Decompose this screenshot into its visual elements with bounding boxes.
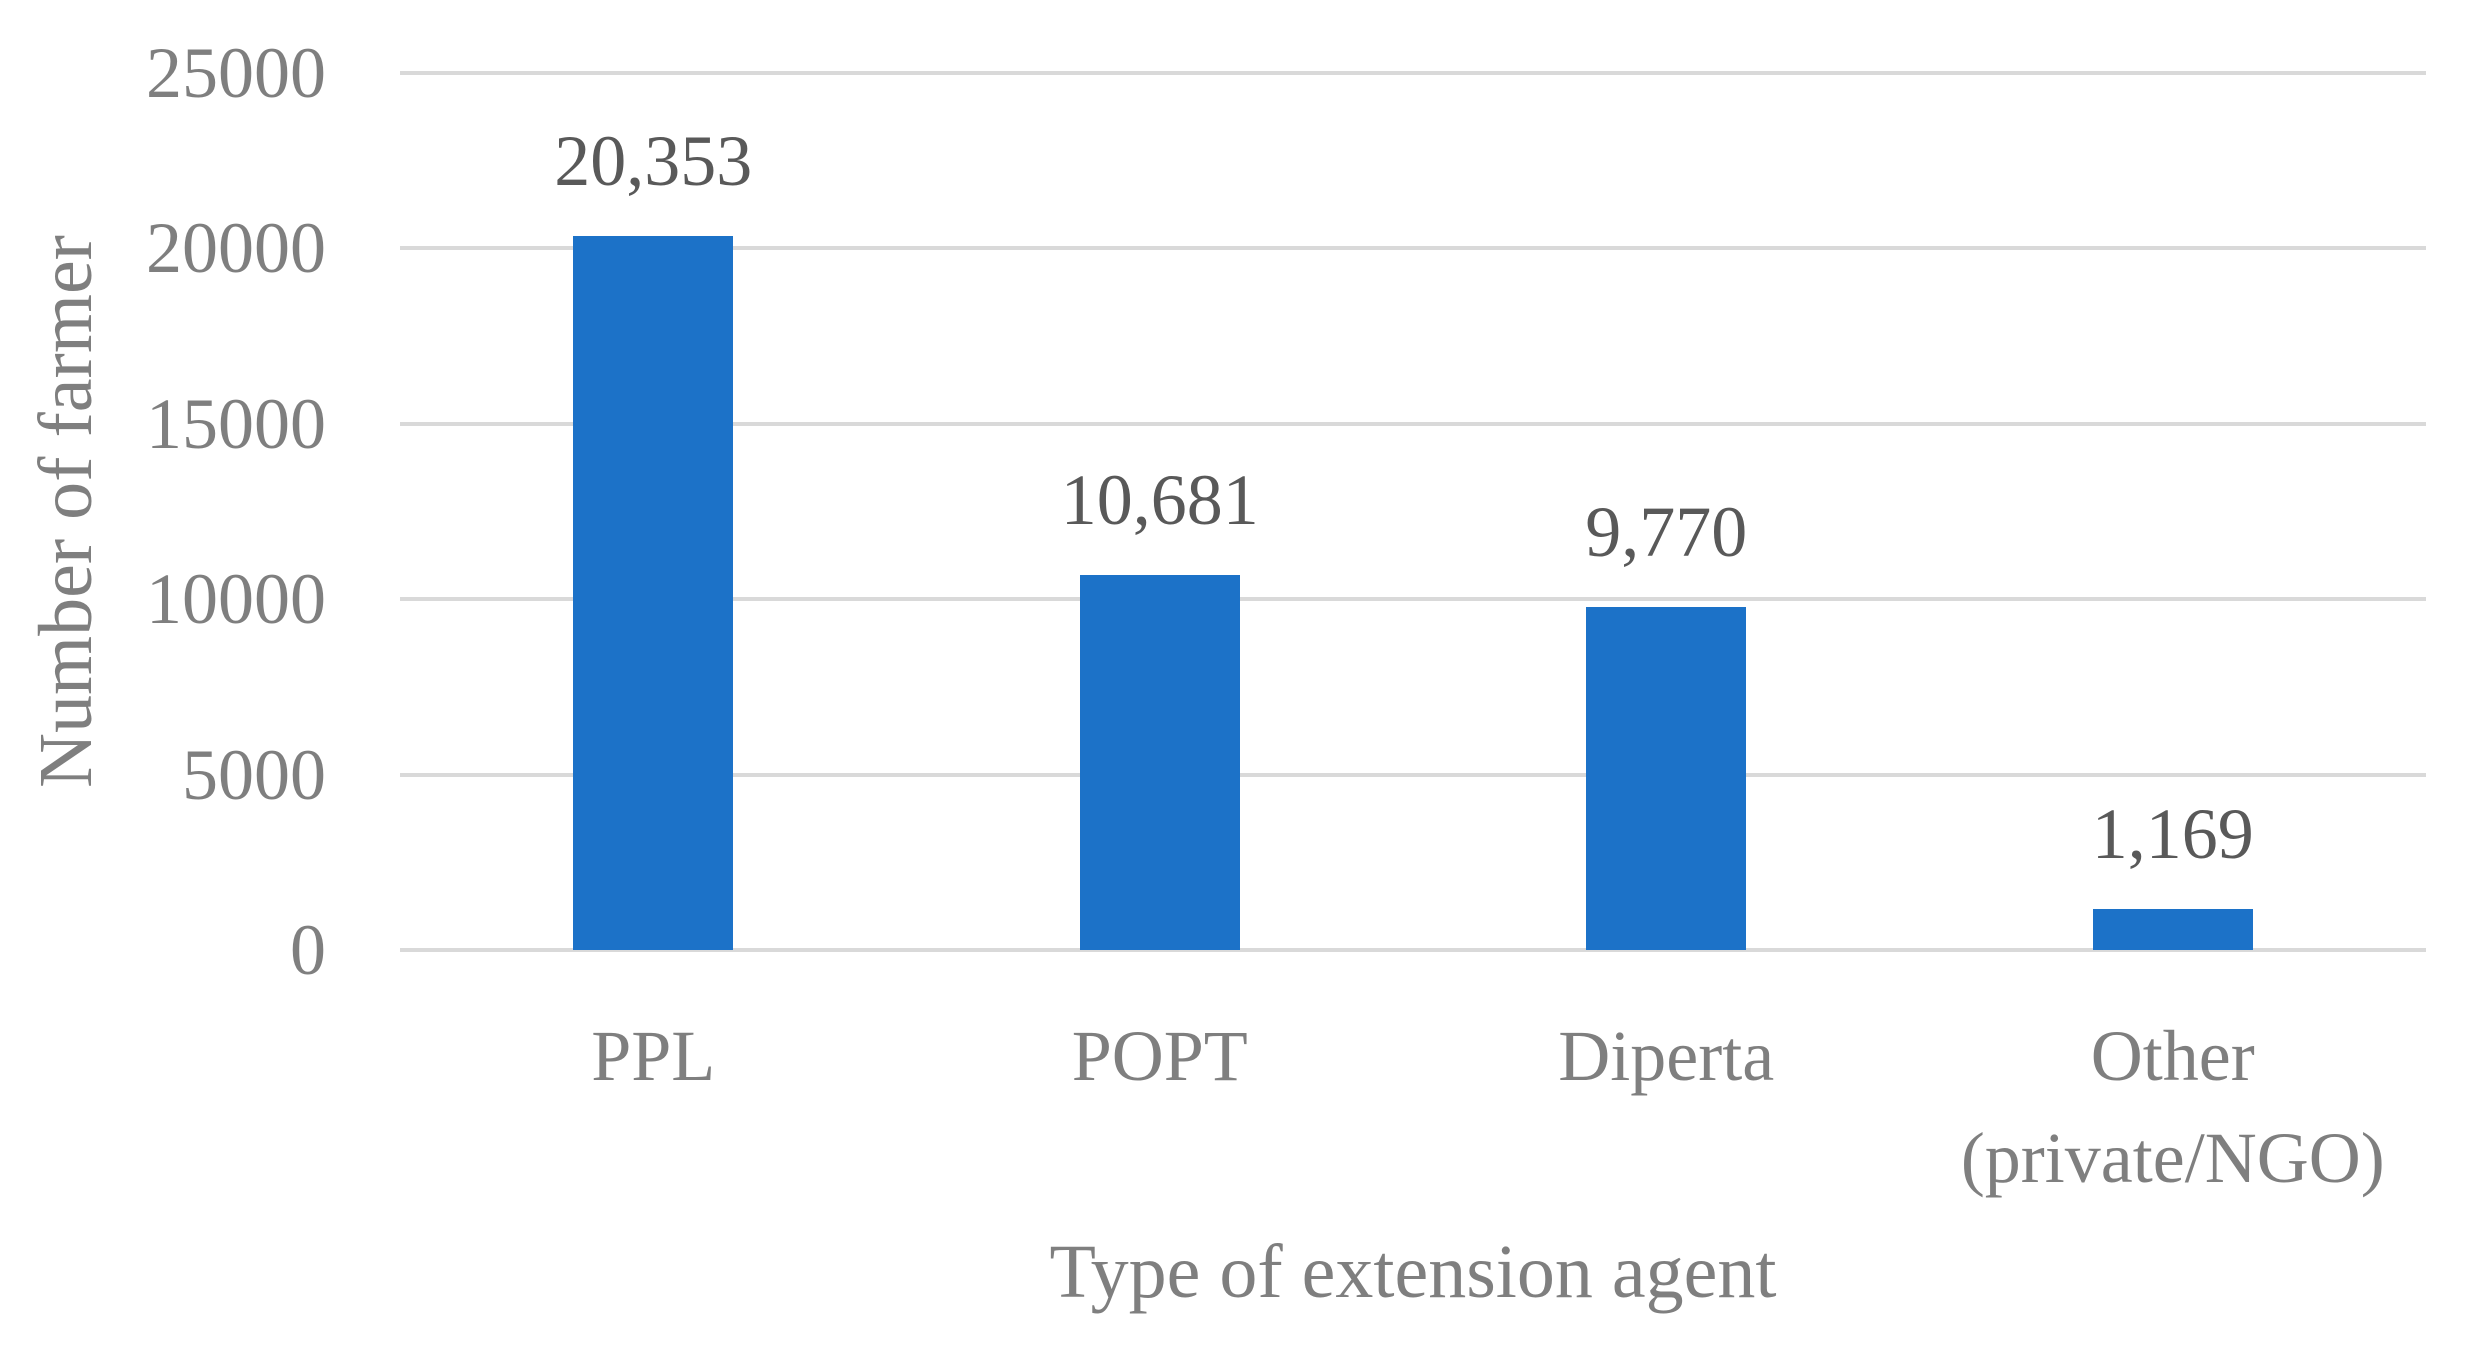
y-axis-tick-labels: 0 5000 10000 15000 20000 25000 xyxy=(0,37,326,986)
y-tick-label: 10000 xyxy=(146,559,326,640)
gridline xyxy=(400,246,2426,251)
gridline xyxy=(400,71,2426,75)
bar-value-label: 9,770 xyxy=(1585,492,1748,573)
gridline xyxy=(400,772,2426,777)
y-tick-label: 15000 xyxy=(146,383,326,464)
y-tick-label: 0 xyxy=(290,910,326,990)
y-tick-label: 5000 xyxy=(182,734,326,815)
gridline xyxy=(400,421,2426,426)
bar-value-label: 10,681 xyxy=(1060,460,1259,541)
plot-area: 20,353 10,681 9,770 1,169 xyxy=(400,71,2426,952)
x-category-label: POPT xyxy=(1071,1016,1248,1096)
bar-other xyxy=(2092,909,2253,950)
bar-diperta xyxy=(1586,607,1747,950)
bar-ppl xyxy=(573,236,734,950)
bar-value-label: 20,353 xyxy=(554,121,753,202)
x-category-label: Diperta xyxy=(1558,1016,1775,1096)
x-axis-category-labels: PPL POPT Diperta Other (private/NGO) xyxy=(400,1005,2426,1209)
gridline xyxy=(400,597,2426,602)
bar-popt xyxy=(1079,575,1240,950)
bar-value-label: 1,169 xyxy=(2091,794,2254,874)
x-axis-title: Type of extension agent xyxy=(1049,1230,1777,1314)
y-tick-label: 25000 xyxy=(146,33,326,113)
y-tick-label: 20000 xyxy=(146,208,326,289)
gridline xyxy=(400,948,2426,952)
x-category-label: Other (private/NGO) xyxy=(1960,1016,2385,1198)
x-category-label: PPL xyxy=(591,1016,716,1096)
